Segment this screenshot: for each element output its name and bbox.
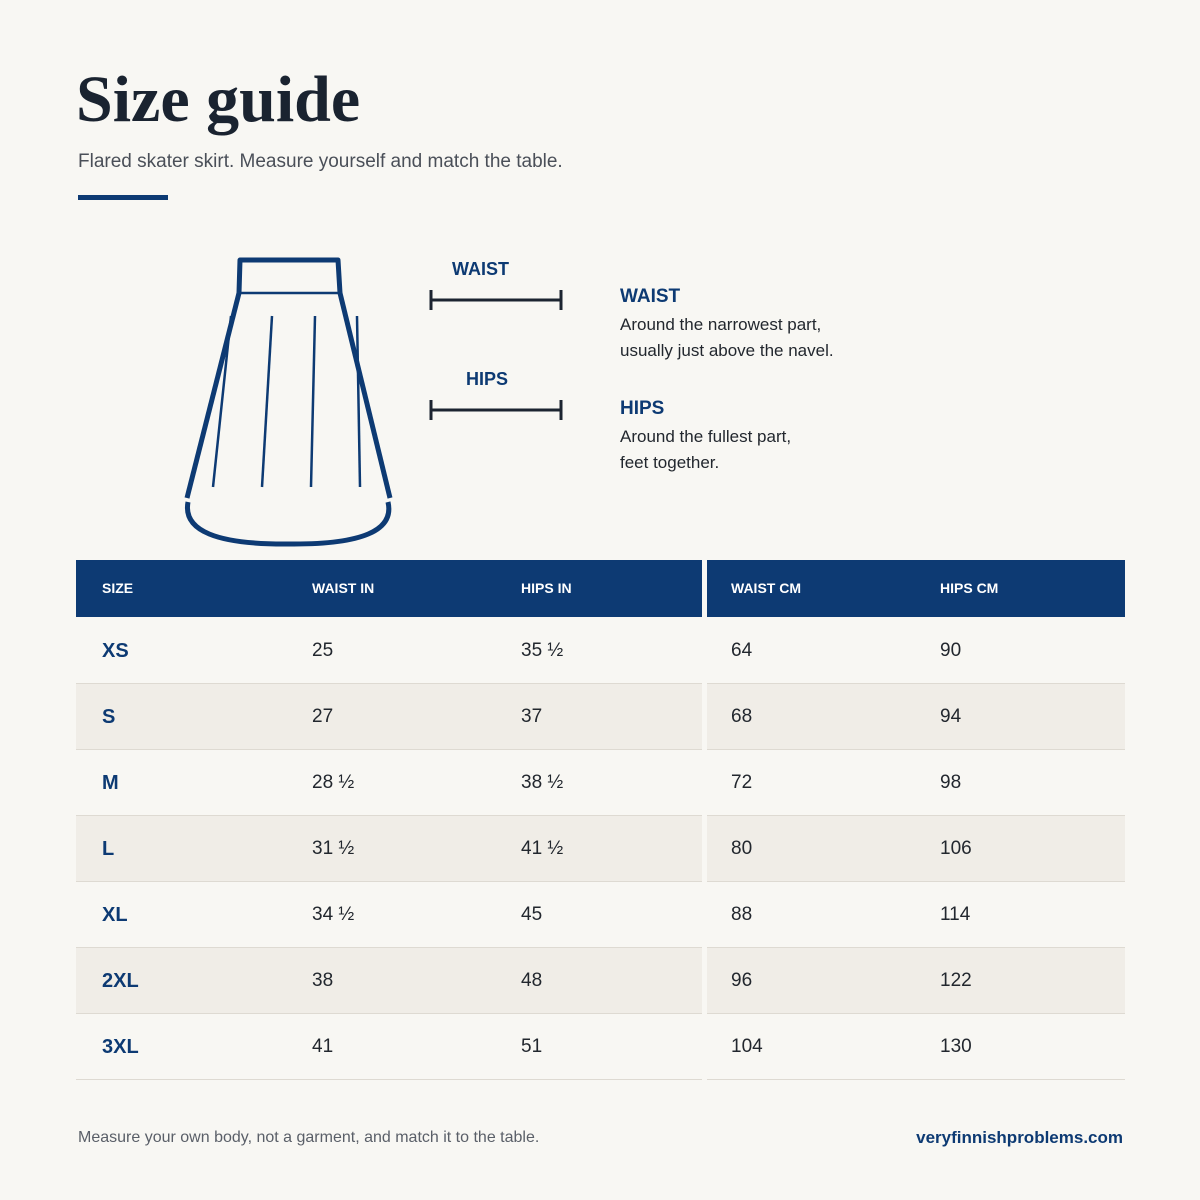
measure-title: WAIST xyxy=(620,286,681,307)
row-bg xyxy=(707,948,1125,1014)
column-header: WAIST CM xyxy=(731,580,801,596)
table-cell: 34 ½ xyxy=(312,904,355,925)
table-cell: 122 xyxy=(940,970,972,991)
row-bg xyxy=(76,1014,702,1080)
measure-text: Around the fullest part, xyxy=(620,427,792,446)
source-link[interactable]: veryfinnishproblems.com xyxy=(916,1128,1123,1147)
table-cell: 38 xyxy=(312,970,334,991)
row-bg xyxy=(76,816,702,882)
size-cell: L xyxy=(102,838,115,860)
row-bg xyxy=(707,882,1125,948)
accent-rule xyxy=(78,195,168,200)
table-cell: 80 xyxy=(731,838,753,859)
table-cell: 38 ½ xyxy=(521,772,564,793)
size-cell: 3XL xyxy=(102,1036,139,1058)
row-bg xyxy=(707,1014,1125,1080)
table-cell: 35 ½ xyxy=(521,640,564,661)
row-bg xyxy=(76,750,702,816)
measure-text: Around the narrowest part, xyxy=(620,315,822,334)
header-bg xyxy=(76,560,702,617)
table-cell: 31 ½ xyxy=(312,838,355,859)
table-cell: 51 xyxy=(521,1036,543,1057)
row-bg xyxy=(76,882,702,948)
table-cell: 114 xyxy=(940,904,971,925)
column-header: HIPS IN xyxy=(521,580,572,596)
row-bg xyxy=(707,618,1125,684)
row-bg xyxy=(76,618,702,684)
title: Size guide xyxy=(76,63,361,136)
skirt-diagram xyxy=(184,257,563,547)
column-header: HIPS CM xyxy=(940,580,999,596)
table-cell: 41 ½ xyxy=(521,838,564,859)
table-cell: 37 xyxy=(521,706,543,727)
subtitle: Flared skater skirt. Measure yourself an… xyxy=(78,151,563,172)
footer-note: Measure your own body, not a garment, an… xyxy=(78,1129,540,1146)
row-bg xyxy=(76,684,702,750)
table-cell: 41 xyxy=(312,1036,334,1057)
table-cell: 45 xyxy=(521,904,543,925)
size-cell: M xyxy=(102,772,119,794)
table-cell: 104 xyxy=(731,1036,763,1057)
table-cell: 90 xyxy=(940,640,962,661)
table-cell: 48 xyxy=(521,970,543,991)
table-cell: 64 xyxy=(731,640,753,661)
row-bg xyxy=(76,948,702,1014)
table-cell: 72 xyxy=(731,772,753,793)
diagram-label: WAIST xyxy=(452,259,509,279)
table-cell: 27 xyxy=(312,706,334,727)
row-bg xyxy=(707,684,1125,750)
table-cell: 25 xyxy=(312,640,334,661)
size-cell: XS xyxy=(102,640,129,662)
table-cell: 130 xyxy=(940,1036,972,1057)
table-cell: 68 xyxy=(731,706,753,727)
table-cell: 98 xyxy=(940,772,962,793)
row-bg xyxy=(707,750,1125,816)
column-header: WAIST IN xyxy=(312,580,375,596)
header-bg xyxy=(707,560,1125,617)
measure-text: feet together. xyxy=(620,453,720,472)
measure-title: HIPS xyxy=(620,398,665,419)
table-cell: 94 xyxy=(940,706,962,727)
column-header: SIZE xyxy=(102,580,134,596)
size-cell: 2XL xyxy=(102,970,139,992)
size-cell: S xyxy=(102,706,116,728)
size-cell: XL xyxy=(102,904,128,926)
table-cell: 96 xyxy=(731,970,753,991)
row-bg xyxy=(707,816,1125,882)
table-cell: 106 xyxy=(940,838,972,859)
table-cell: 28 ½ xyxy=(312,772,355,793)
measure-text: usually just above the navel. xyxy=(620,341,834,360)
table-cell: 88 xyxy=(731,904,753,925)
diagram-label: HIPS xyxy=(466,369,509,389)
